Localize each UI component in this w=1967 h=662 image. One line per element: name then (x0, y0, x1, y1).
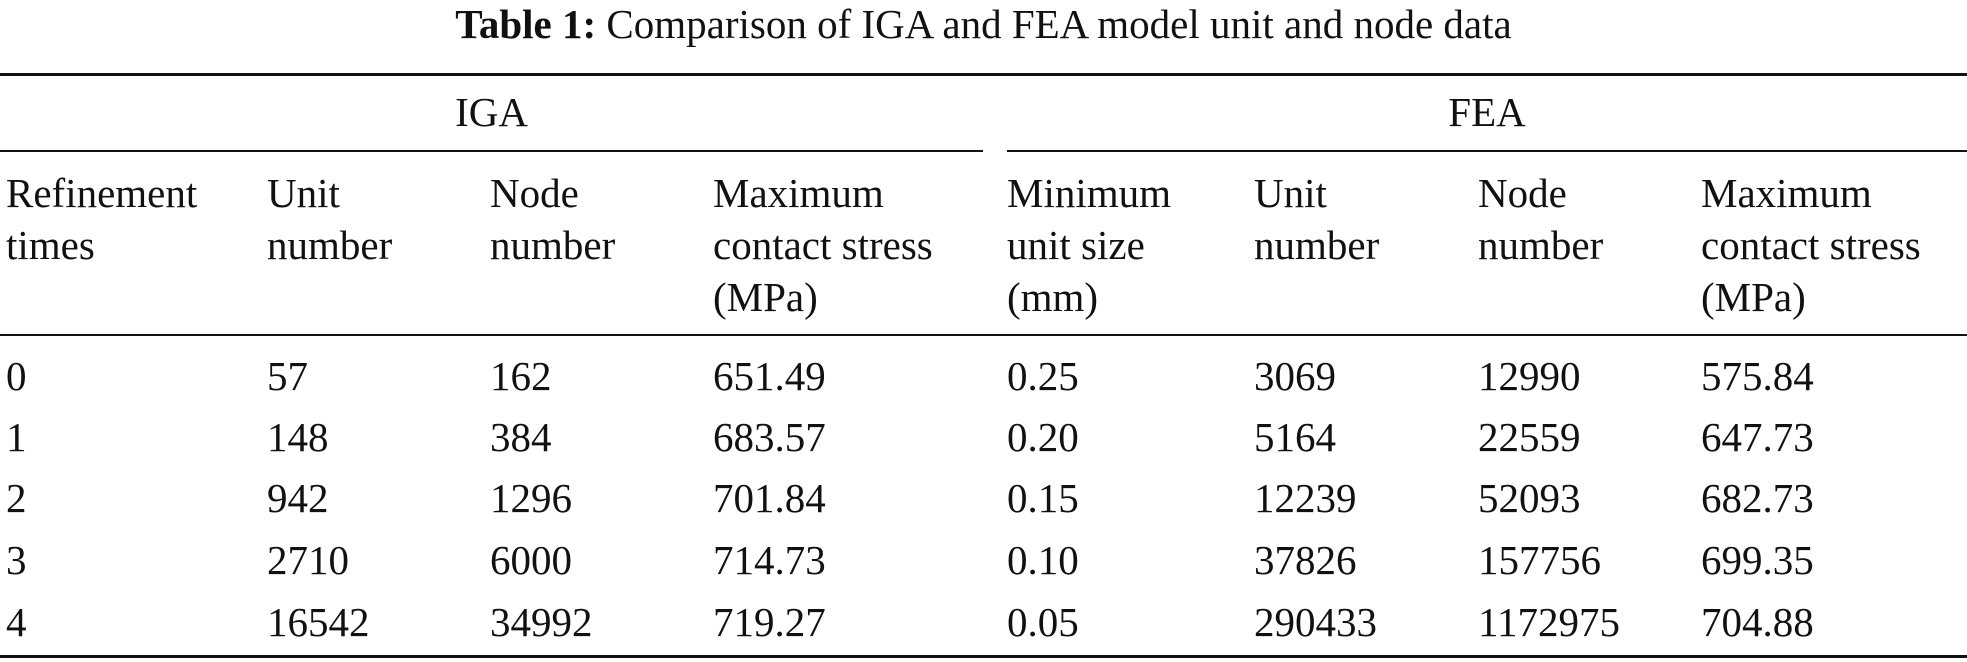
table-header-rule (0, 334, 1967, 336)
table-cell: 1172975 (1478, 599, 1620, 645)
table-cell: 3 (6, 537, 27, 583)
table-cell: 5164 (1254, 414, 1336, 460)
table-cell: 0.20 (1007, 414, 1079, 460)
table-cell: 34992 (490, 599, 593, 645)
table-cell: 16542 (267, 599, 370, 645)
table-cell: 57 (267, 353, 308, 399)
table-cell: 0.15 (1007, 475, 1079, 521)
table-bottom-rule (0, 655, 1967, 658)
table-top-rule (0, 73, 1967, 76)
table-cell: 647.73 (1701, 414, 1814, 460)
table-cell: 4 (6, 599, 27, 645)
table-cell: 714.73 (713, 537, 826, 583)
table-caption-text: Comparison of IGA and FEA model unit and… (606, 1, 1512, 47)
table-cell: 719.27 (713, 599, 826, 645)
group-underline-iga (0, 150, 983, 152)
table-cell: 37826 (1254, 537, 1357, 583)
table-cell: 0.05 (1007, 599, 1079, 645)
table-cell: 682.73 (1701, 475, 1814, 521)
table-cell: 2710 (267, 537, 349, 583)
table-cell: 52093 (1478, 475, 1581, 521)
table-cell: 162 (490, 353, 552, 399)
column-header-min-unit-size: Minimum unit size (mm) (1007, 170, 1172, 320)
column-header-refinement-times: Refinement times (6, 170, 198, 268)
table-cell: 701.84 (713, 475, 826, 521)
table-cell: 384 (490, 414, 552, 460)
table-cell: 1 (6, 414, 27, 460)
table-cell: 942 (267, 475, 329, 521)
table-cell: 0 (6, 353, 27, 399)
table-cell: 575.84 (1701, 353, 1814, 399)
table-cell: 651.49 (713, 353, 826, 399)
table-cell: 1296 (490, 475, 572, 521)
group-underline-fea (1007, 150, 1967, 152)
table-cell: 148 (267, 414, 329, 460)
column-header-fea-node-number: Node number (1478, 170, 1604, 268)
table-cell: 0.25 (1007, 353, 1079, 399)
table-cell: 683.57 (713, 414, 826, 460)
table-cell: 704.88 (1701, 599, 1814, 645)
group-header-iga: IGA (455, 89, 528, 135)
group-header-fea: FEA (1448, 89, 1526, 135)
table-cell: 3069 (1254, 353, 1336, 399)
table-cell: 6000 (490, 537, 572, 583)
column-header-iga-node-number: Node number (490, 170, 616, 268)
column-header-fea-unit-number: Unit number (1254, 170, 1380, 268)
table-cell: 699.35 (1701, 537, 1814, 583)
table-cell: 0.10 (1007, 537, 1079, 583)
table-cell: 157756 (1478, 537, 1601, 583)
table-cell: 12990 (1478, 353, 1581, 399)
table-cell: 2 (6, 475, 27, 521)
table-caption: Table 1: Comparison of IGA and FEA model… (0, 0, 1967, 48)
table-cell: 22559 (1478, 414, 1581, 460)
table-caption-label: Table 1: (455, 1, 597, 47)
table-cell: 12239 (1254, 475, 1357, 521)
column-header-fea-max-contact-stress: Maximum contact stress (MPa) (1701, 170, 1921, 320)
column-header-iga-unit-number: Unit number (267, 170, 393, 268)
column-header-iga-max-contact-stress: Maximum contact stress (MPa) (713, 170, 933, 320)
table-cell: 290433 (1254, 599, 1377, 645)
